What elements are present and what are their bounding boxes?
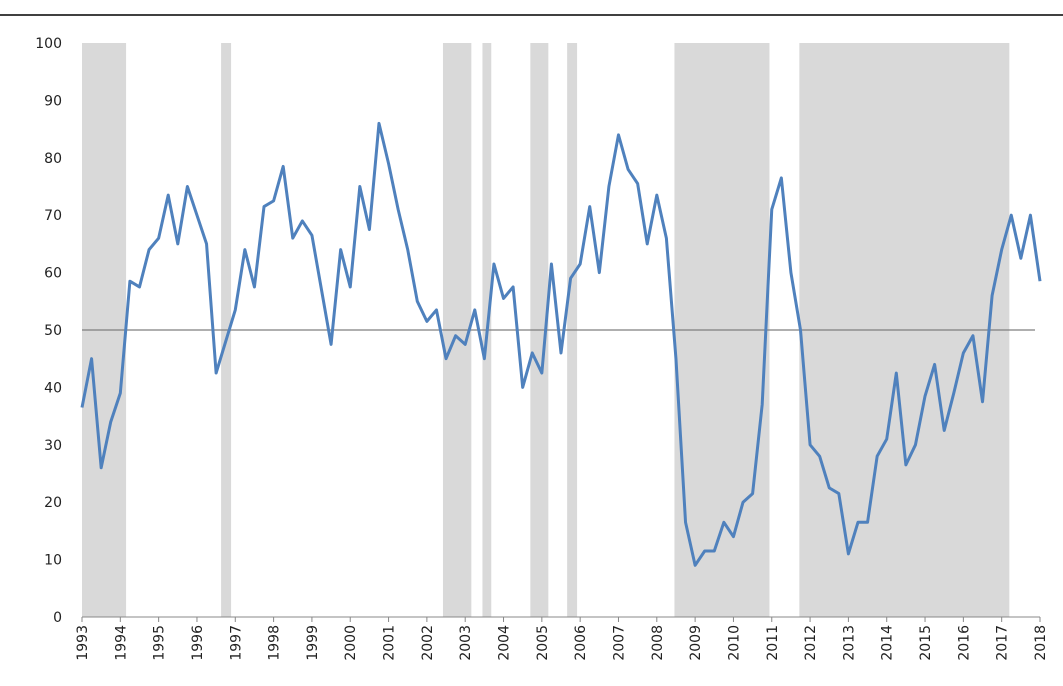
x-tick-label: 2008 xyxy=(650,625,666,661)
x-tick-label: 1996 xyxy=(190,625,206,661)
y-tick-label: 80 xyxy=(44,151,62,167)
x-tick-label: 2015 xyxy=(918,625,934,661)
x-tick-label: 2007 xyxy=(611,625,627,661)
y-tick-label: 30 xyxy=(44,438,62,454)
y-tick-label: 0 xyxy=(53,610,62,626)
x-tick-label: 1997 xyxy=(228,625,244,661)
data-line xyxy=(80,121,1042,567)
x-tick-label: 2002 xyxy=(420,625,436,661)
x-tick-label: 2009 xyxy=(688,625,704,661)
y-tick-label: 10 xyxy=(44,553,62,569)
y-tick-label: 20 xyxy=(44,495,62,511)
x-tick-label: 1995 xyxy=(152,625,168,661)
x-tick-label: 2003 xyxy=(458,625,474,661)
x-tick-label: 1999 xyxy=(305,625,321,661)
x-tick-label: 2004 xyxy=(497,625,513,661)
x-tick-label: 2013 xyxy=(841,625,857,661)
x-tick-label: 2005 xyxy=(535,625,551,661)
x-tick-label: 2016 xyxy=(956,625,972,661)
y-tick-label: 60 xyxy=(44,266,62,282)
x-tick-label: 2017 xyxy=(995,625,1011,661)
x-tick-label: 2014 xyxy=(880,625,896,661)
x-tick-label: 2018 xyxy=(1033,625,1049,661)
x-tick-label: 2000 xyxy=(343,625,359,661)
x-tick-label: 2011 xyxy=(765,625,781,661)
x-tick-label: 2001 xyxy=(382,625,398,661)
x-tick-label: 1998 xyxy=(267,625,283,661)
x-tick-label: 2006 xyxy=(573,625,589,661)
x-tick-label: 1994 xyxy=(113,625,129,661)
y-tick-label: 50 xyxy=(44,323,62,339)
y-tick-label: 100 xyxy=(35,36,62,52)
y-tick-label: 90 xyxy=(44,93,62,109)
x-tick-label: 2012 xyxy=(803,625,819,661)
x-tick-label: 1993 xyxy=(75,625,91,661)
y-tick-label: 70 xyxy=(44,208,62,224)
y-tick-label: 40 xyxy=(44,380,62,396)
x-tick-label: 2010 xyxy=(726,625,742,661)
